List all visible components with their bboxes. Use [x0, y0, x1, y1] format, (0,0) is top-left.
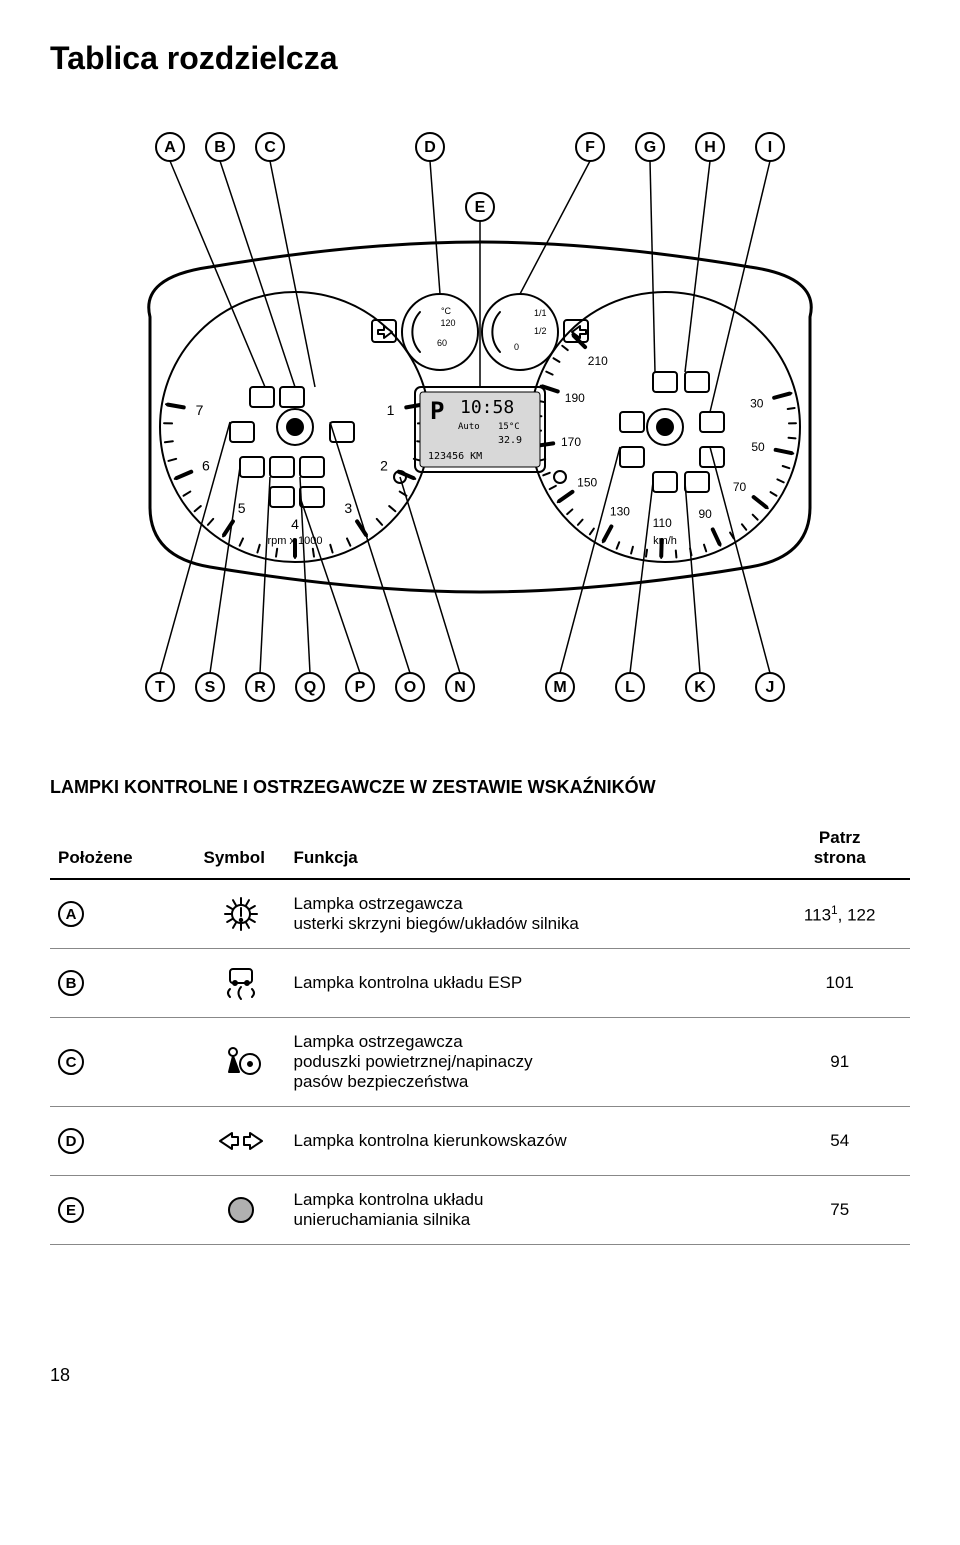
svg-text:1/1: 1/1 [534, 308, 547, 318]
svg-text:1/2: 1/2 [534, 326, 547, 336]
svg-text:S: S [205, 679, 216, 696]
svg-text:130: 130 [610, 505, 630, 519]
svg-text:G: G [644, 139, 656, 156]
cell-page: 1131, 122 [769, 879, 910, 949]
svg-text:15°C: 15°C [498, 422, 520, 432]
svg-text:P: P [355, 679, 366, 696]
cell-symbol [196, 1176, 286, 1245]
svg-text:7: 7 [196, 402, 204, 418]
svg-text:6: 6 [202, 457, 210, 473]
table-row: C Lampka ostrzegawczapoduszki powietrzne… [50, 1018, 910, 1107]
section-heading: LAMPKI KONTROLNE I OSTRZEGAWCZE W ZESTAW… [50, 777, 910, 798]
svg-text:L: L [625, 679, 635, 696]
cell-pos: E [50, 1176, 196, 1245]
cell-symbol [196, 1018, 286, 1107]
cell-func: Lampka kontrolna układuunieruchamiania s… [286, 1176, 770, 1245]
svg-text:H: H [704, 139, 716, 156]
svg-text:J: J [766, 679, 775, 696]
svg-text:B: B [214, 139, 226, 156]
svg-text:10:58: 10:58 [460, 397, 514, 418]
cell-page: 75 [769, 1176, 910, 1245]
svg-text:190: 190 [565, 391, 585, 405]
dashboard-svg: 1234567rpm x 100030507090110130150170190… [70, 107, 890, 727]
svg-text:Q: Q [304, 679, 316, 696]
cell-pos: D [50, 1107, 196, 1176]
svg-text:90: 90 [698, 507, 712, 521]
svg-text:110: 110 [653, 516, 672, 530]
cell-pos: C [50, 1018, 196, 1107]
svg-text:1: 1 [387, 402, 395, 418]
svg-text:50: 50 [751, 440, 765, 454]
cell-func: Lampka kontrolna układu ESP [286, 949, 770, 1018]
cell-symbol [196, 949, 286, 1018]
table-row: E Lampka kontrolna układuunieruchamiania… [50, 1176, 910, 1245]
svg-text:F: F [585, 139, 595, 156]
page-title: Tablica rozdzielcza [50, 40, 910, 77]
cell-symbol [196, 1107, 286, 1176]
svg-text:N: N [454, 679, 466, 696]
th-page: Patrzstrona [769, 818, 910, 879]
svg-text:P: P [430, 397, 444, 425]
svg-text:123456 KM: 123456 KM [428, 451, 482, 462]
svg-text:K: K [694, 679, 706, 696]
svg-text:I: I [768, 139, 772, 156]
svg-text:Auto: Auto [458, 422, 480, 432]
svg-text:210: 210 [588, 354, 608, 368]
cell-page: 101 [769, 949, 910, 1018]
cell-pos: B [50, 949, 196, 1018]
svg-text:A: A [164, 139, 176, 156]
table-row: D Lampka kontrolna kierunkowskazów 54 [50, 1107, 910, 1176]
cell-symbol [196, 879, 286, 949]
svg-text:32.9: 32.9 [498, 435, 522, 446]
svg-text:O: O [404, 679, 416, 696]
legend-table: Położene Symbol Funkcja Patrzstrona A La… [50, 818, 910, 1245]
cell-func: Lampka ostrzegawczapoduszki powietrznej/… [286, 1018, 770, 1107]
svg-text:170: 170 [561, 435, 581, 449]
cell-pos: A [50, 879, 196, 949]
cell-page: 91 [769, 1018, 910, 1107]
svg-text:4: 4 [291, 516, 299, 532]
svg-text:3: 3 [344, 500, 352, 516]
th-func: Funkcja [286, 818, 770, 879]
table-row: A Lampka ostrzegawczausterki skrzyni bie… [50, 879, 910, 949]
dashboard-diagram: 1234567rpm x 100030507090110130150170190… [50, 107, 910, 727]
svg-text:C: C [264, 139, 276, 156]
svg-text:°C: °C [441, 306, 452, 316]
svg-text:M: M [553, 679, 566, 696]
svg-text:120: 120 [440, 318, 455, 328]
cell-func: Lampka ostrzegawczausterki skrzyni biegó… [286, 879, 770, 949]
cell-func: Lampka kontrolna kierunkowskazów [286, 1107, 770, 1176]
svg-text:60: 60 [437, 338, 447, 348]
th-sym: Symbol [196, 818, 286, 879]
svg-text:T: T [155, 679, 165, 696]
cell-page: 54 [769, 1107, 910, 1176]
svg-text:150: 150 [577, 475, 597, 489]
svg-text:0: 0 [514, 342, 519, 352]
svg-text:km/h: km/h [653, 535, 677, 547]
th-pos: Położene [50, 818, 196, 879]
svg-text:5: 5 [238, 500, 246, 516]
svg-text:R: R [254, 679, 266, 696]
table-row: B Lampka kontrolna układu ESP 101 [50, 949, 910, 1018]
svg-text:E: E [475, 199, 486, 216]
svg-text:30: 30 [750, 396, 764, 410]
svg-text:70: 70 [733, 480, 747, 494]
svg-text:2: 2 [380, 457, 388, 473]
svg-text:D: D [424, 139, 436, 156]
page-number: 18 [50, 1365, 910, 1386]
